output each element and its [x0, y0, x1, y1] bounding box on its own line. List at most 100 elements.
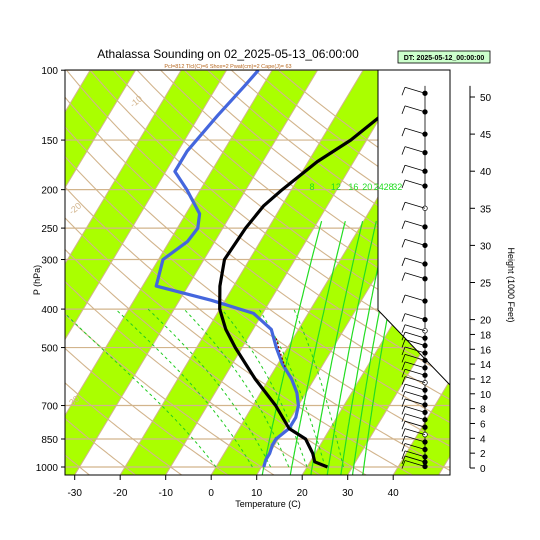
isotherm-line: [65, 70, 137, 189]
barb-flag: [401, 165, 406, 174]
dry-adiabat: [113, 70, 450, 335]
dry-adiabat: [65, 313, 275, 475]
height-tick-label: 18: [480, 330, 492, 341]
barb-flag: [401, 391, 406, 400]
wind-barb: [404, 220, 426, 228]
wind-barb: [404, 164, 426, 172]
mixing-ratio-label: 32: [392, 182, 402, 192]
x-axis-label: Temperature (C): [235, 499, 301, 509]
isotherm-line: [74, 70, 319, 475]
dry-adiabat: [65, 96, 450, 400]
dry-adiabat: [136, 70, 450, 314]
barb-flag: [401, 369, 406, 378]
barb-flag: [401, 413, 406, 422]
dry-adiabat: [65, 155, 450, 447]
mixing-ratio-line: [261, 220, 323, 475]
wind-barb: [404, 443, 426, 450]
barb-flag: [401, 346, 406, 356]
wind-barb: [404, 294, 426, 302]
barb-flag: [401, 406, 406, 415]
wind-barb: [404, 460, 426, 467]
p-tick-label: 250: [41, 224, 58, 235]
height-tick-label: 0: [480, 464, 486, 475]
barb-panel: [378, 70, 450, 385]
mixing-ratio-label: 24: [374, 182, 384, 192]
height-tick-label: 45: [480, 130, 492, 141]
dry-adiabat: [65, 280, 321, 475]
p-tick-label: 200: [41, 186, 58, 197]
barb-flag: [401, 361, 406, 370]
moist-adiabat: [147, 308, 272, 468]
wind-barb: [404, 413, 426, 421]
plot-frame: [64, 69, 451, 476]
height-tick-label: 40: [480, 167, 492, 178]
height-tick-label: 4: [480, 434, 486, 445]
wind-barb: [404, 435, 426, 443]
barb-flag: [401, 332, 406, 341]
p-tick-label: 100: [41, 66, 58, 77]
barb-flag: [401, 105, 406, 114]
mixing-ratio-line: [326, 220, 377, 475]
barb-flag: [401, 239, 406, 248]
isotherm-line: [65, 70, 182, 265]
barb-flag: [401, 421, 406, 430]
chart-subtitle: Pcl=812 Tlcl(C)=6 Shox=2 Pwat(cm)=2 Cape…: [164, 64, 291, 70]
x-tick-label: -10: [158, 488, 173, 499]
mixing-ratio-label: 8: [309, 182, 314, 192]
x-tick-label: 0: [208, 488, 214, 499]
p-tick-label: 700: [41, 402, 58, 413]
wind-barb: [404, 346, 426, 354]
barb-dot: [422, 328, 428, 334]
barb-flag: [401, 202, 406, 211]
barb-flag: [401, 376, 406, 385]
mixing-ratio-label: 20: [362, 182, 372, 192]
dry-adiabat: [65, 347, 229, 475]
moist-adiabat: [183, 308, 290, 468]
barb-dot: [422, 409, 428, 416]
moist-adiabat: [293, 308, 344, 468]
wind-barb: [404, 361, 426, 369]
barb-dot: [422, 357, 428, 364]
barb-dot: [422, 335, 428, 341]
wind-barb: [404, 339, 426, 346]
mixing-ratio-line: [289, 220, 346, 475]
x-tick-label: -30: [67, 488, 82, 499]
height-tick-label: 10: [480, 390, 492, 401]
parcel-profile: [275, 336, 286, 368]
p-tick-label: 400: [41, 305, 58, 316]
wind-barb: [404, 179, 426, 187]
x-tick-label: 40: [388, 488, 400, 499]
x-tick-label: 30: [342, 488, 354, 499]
barb-flag: [401, 257, 406, 267]
p-tick-label: 1000: [36, 463, 59, 474]
wind-barb: [404, 428, 426, 435]
mixing-ratio-label: 16: [348, 182, 358, 192]
wind-barb: [404, 313, 426, 320]
mixing-ratio-label: 28: [384, 182, 394, 192]
x-tick-label: -20: [113, 488, 128, 499]
mixing-ratio-line: [340, 220, 389, 475]
height-tick-label: 8: [480, 405, 486, 416]
isotherm-label: -10: [128, 94, 144, 110]
isotherm-band: [0, 60, 51, 485]
p-tick-label: 150: [41, 136, 58, 147]
isotherm-band: [120, 70, 409, 475]
dry-adiabat: [65, 125, 450, 424]
height-tick-label: 6: [480, 419, 486, 430]
wind-barb: [404, 398, 426, 406]
barb-flag: [401, 428, 406, 437]
dry-adiabat: [89, 70, 450, 356]
barb-dot: [422, 316, 428, 323]
barb-dot: [422, 276, 428, 282]
height-tick-label: 2: [480, 449, 486, 460]
barb-dot: [422, 380, 428, 386]
wind-barb: [404, 105, 426, 113]
height-tick-label: 16: [480, 345, 492, 356]
barb-flag: [401, 294, 406, 304]
barb-flag: [401, 450, 406, 460]
barb-flag: [401, 460, 406, 469]
barb-flag: [401, 87, 406, 96]
wind-barb: [404, 450, 426, 458]
barb-flag: [401, 220, 406, 229]
